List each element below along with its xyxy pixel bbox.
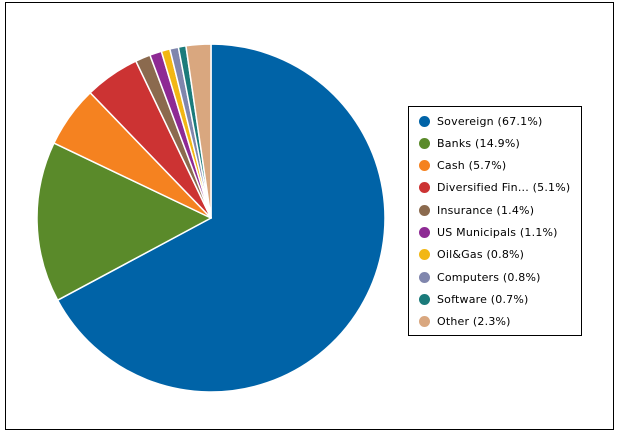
legend-item: Cash (5.7%)	[419, 157, 506, 175]
legend-swatch	[419, 293, 430, 305]
legend-swatch	[419, 204, 430, 216]
legend-swatch	[419, 316, 430, 328]
legend-label: Computers (0.8%)	[437, 270, 541, 284]
legend-label: Sovereign (67.1%)	[437, 114, 543, 128]
legend-item: Banks (14.9%)	[419, 134, 520, 152]
pie-slice-sovereign	[56, 43, 386, 393]
legend-item: Other (2.3%)	[419, 313, 511, 331]
legend-swatch	[419, 182, 430, 194]
pie-slice-banks	[36, 142, 212, 301]
pie-chart	[36, 43, 386, 393]
legend-swatch	[419, 160, 430, 172]
legend-swatch	[419, 227, 430, 238]
legend-item: Diversified Fin... (5.1%)	[419, 179, 570, 197]
legend-label: Other (2.3%)	[437, 315, 511, 329]
legend-label: Cash (5.7%)	[437, 159, 507, 173]
legend-item: Oil&Gas (0.8%)	[419, 246, 524, 264]
legend-item: Software (0.7%)	[419, 290, 529, 308]
legend-label: Oil&Gas (0.8%)	[437, 248, 525, 262]
legend-label: Diversified Fin... (5.1%)	[437, 181, 571, 195]
legend-label: Insurance (1.4%)	[437, 203, 535, 217]
legend-label: Banks (14.9%)	[437, 136, 520, 150]
chart-frame: Sovereign (67.1%) Banks (14.9%) Cash (5.7%…	[5, 2, 614, 430]
pie-slices	[36, 43, 386, 393]
legend: Sovereign (67.1%) Banks (14.9%) Cash (5.7%…	[408, 106, 582, 336]
legend-swatch	[419, 137, 430, 149]
legend-swatch	[419, 115, 430, 127]
legend-label: US Municipals (1.1%)	[437, 226, 558, 239]
legend-item: Computers (0.8%)	[419, 268, 541, 286]
legend-swatch	[419, 249, 430, 261]
legend-item: Sovereign (67.1%)	[419, 112, 542, 130]
pie-slice-other	[185, 43, 212, 219]
legend-label: Software (0.7%)	[437, 292, 529, 306]
legend-item: Insurance (1.4%)	[419, 201, 534, 219]
legend-swatch	[419, 271, 430, 283]
legend-item: US Municipals (1.1%)	[419, 224, 558, 242]
